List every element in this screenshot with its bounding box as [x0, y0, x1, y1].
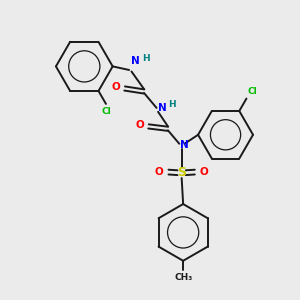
Text: H: H — [168, 100, 176, 109]
Text: O: O — [200, 167, 208, 177]
Text: Cl: Cl — [248, 87, 258, 96]
Text: O: O — [155, 167, 164, 177]
Text: S: S — [177, 166, 186, 179]
Text: N: N — [158, 103, 167, 113]
Text: CH₃: CH₃ — [174, 273, 192, 282]
Text: H: H — [142, 54, 149, 63]
Text: O: O — [136, 120, 145, 130]
Text: N: N — [181, 140, 189, 150]
Text: Cl: Cl — [101, 107, 111, 116]
Text: N: N — [131, 56, 140, 66]
Text: O: O — [112, 82, 121, 92]
